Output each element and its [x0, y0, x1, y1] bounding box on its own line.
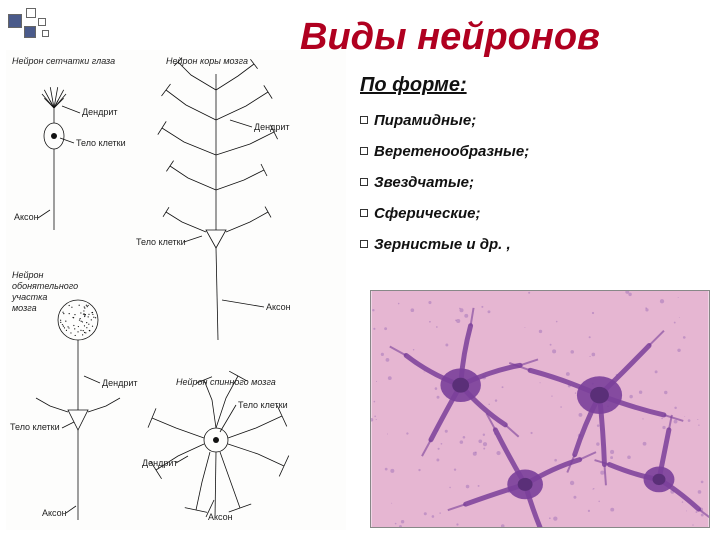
svg-text:Тело клетки: Тело клетки	[238, 400, 288, 410]
list-item: Сферические;	[360, 205, 700, 222]
svg-text:Тело клетки: Тело клетки	[136, 237, 186, 247]
svg-text:Нейрон: Нейрон	[12, 270, 44, 280]
neuron-diagram-panel: Нейрон сетчатки глаза Дендрит Тело клетки А…	[6, 50, 346, 530]
deco-square	[8, 14, 22, 28]
svg-text:Дендрит: Дендрит	[254, 122, 289, 132]
corner-decoration	[8, 8, 98, 48]
deco-square	[24, 26, 36, 38]
neuron-diagram-svg: Нейрон сетчатки глаза Дендрит Тело клетки А…	[6, 50, 346, 530]
histology-image	[370, 290, 710, 528]
list-item-label: Звездчатые;	[374, 174, 474, 191]
bullet-icon	[360, 147, 368, 155]
list-item: Зернистые и др. ,	[360, 236, 700, 253]
list-item-label: Пирамидные;	[374, 112, 476, 129]
subtitle: По форме:	[360, 74, 467, 97]
svg-text:Тело клетки: Тело клетки	[76, 138, 126, 148]
deco-square	[26, 8, 36, 18]
list-item: Звездчатые;	[360, 174, 700, 191]
svg-text:Дендрит: Дендрит	[102, 378, 137, 388]
list-item-label: Веретенообразные;	[374, 143, 529, 160]
svg-text:Нейрон спинного мозга: Нейрон спинного мозга	[176, 377, 276, 387]
svg-text:Аксон: Аксон	[14, 212, 39, 222]
svg-text:Нейрон коры мозга: Нейрон коры мозга	[166, 56, 248, 66]
svg-text:Нейрон сетчатки глаза: Нейрон сетчатки глаза	[12, 56, 115, 66]
svg-text:Тело клетки: Тело клетки	[10, 422, 60, 432]
svg-text:Аксон: Аксон	[208, 512, 233, 522]
svg-text:участка: участка	[11, 292, 47, 302]
bullet-icon	[360, 116, 368, 124]
shape-list: Пирамидные; Веретенообразные; Звездчатые; С…	[360, 112, 700, 267]
svg-text:Дендрит: Дендрит	[82, 107, 117, 117]
deco-square	[38, 18, 46, 26]
bullet-icon	[360, 240, 368, 248]
bullet-icon	[360, 178, 368, 186]
svg-text:Аксон: Аксон	[42, 508, 67, 518]
list-item-label: Зернистые и др. ,	[374, 236, 511, 253]
svg-text:обонятельного: обонятельного	[12, 281, 78, 291]
svg-text:Аксон: Аксон	[266, 302, 291, 312]
deco-square	[42, 30, 49, 37]
list-item-label: Сферические;	[374, 205, 481, 222]
svg-text:мозга: мозга	[12, 303, 37, 313]
bullet-icon	[360, 209, 368, 217]
list-item: Веретенообразные;	[360, 143, 700, 160]
svg-text:Дендрит: Дендрит	[142, 458, 177, 468]
histology-svg	[371, 291, 709, 527]
list-item: Пирамидные;	[360, 112, 700, 129]
